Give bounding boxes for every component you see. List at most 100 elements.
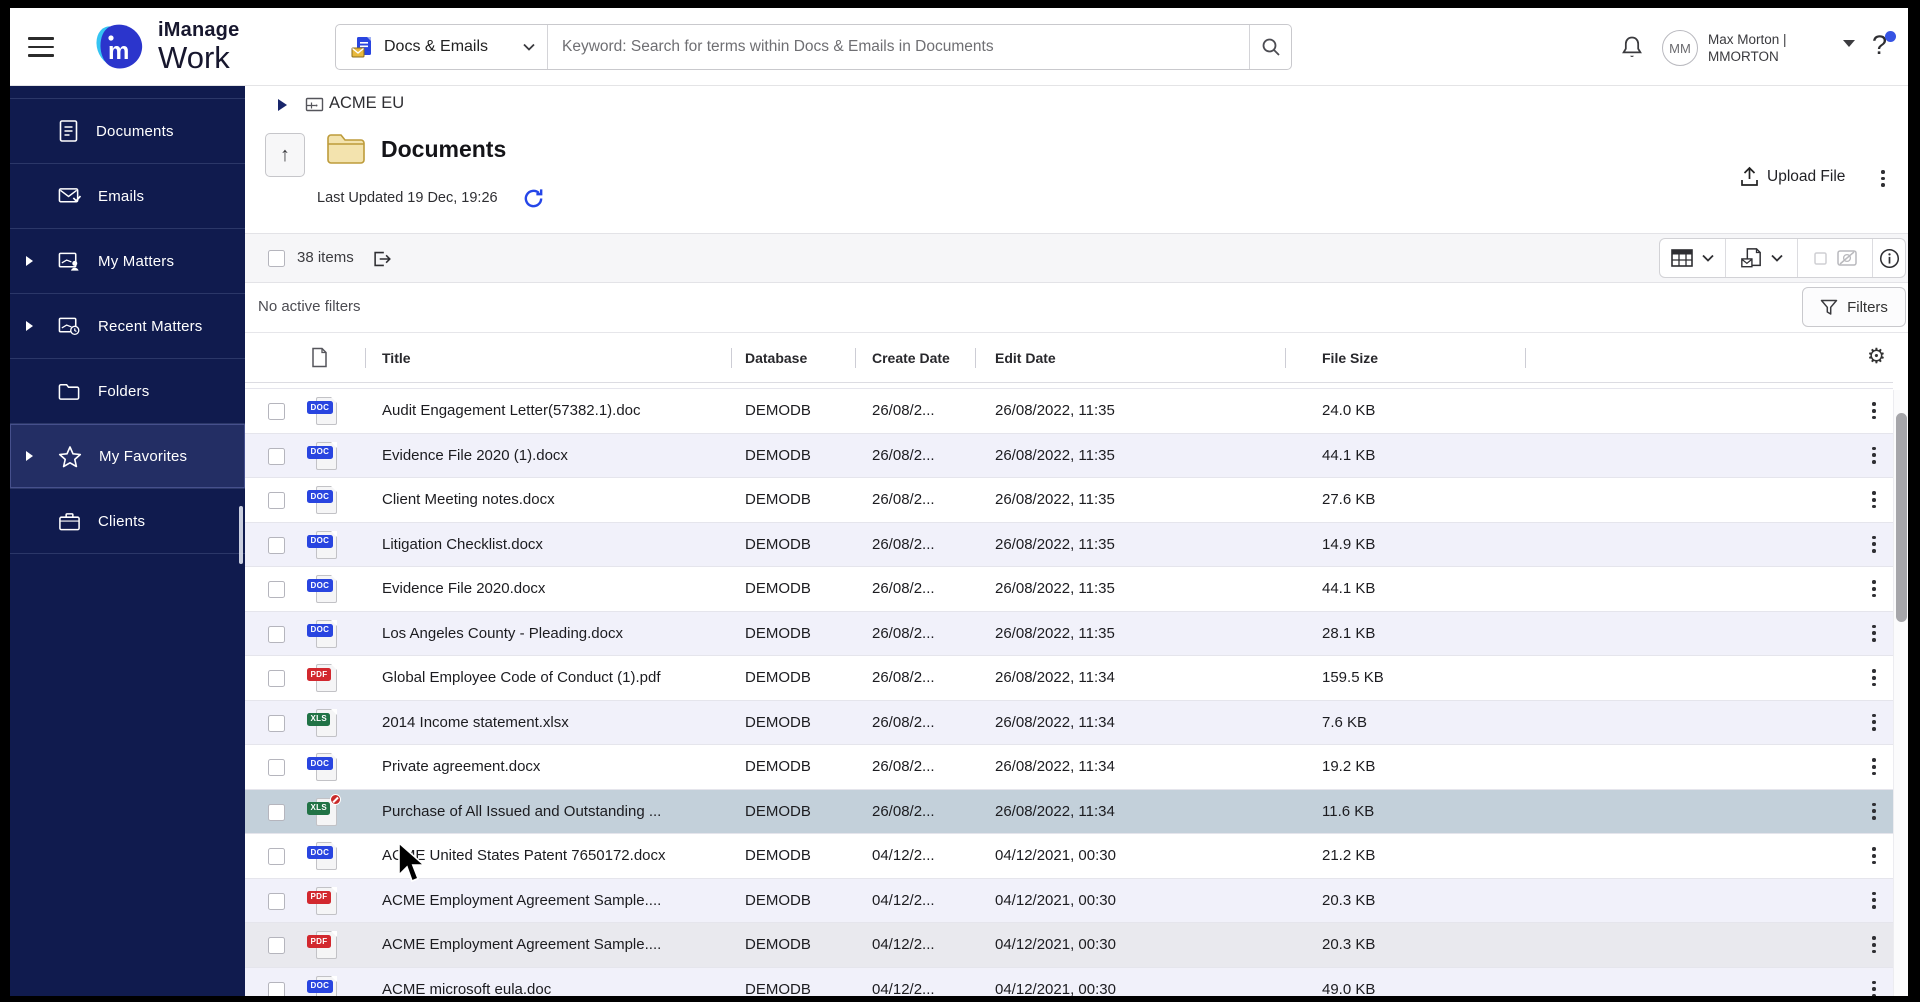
row-title[interactable]: ACME Employment Agreement Sample.... bbox=[382, 936, 662, 954]
row-checkbox[interactable] bbox=[268, 536, 285, 554]
row-checkbox[interactable] bbox=[268, 714, 285, 732]
table-row[interactable]: DOC Audit Engagement Letter(57382.1).doc… bbox=[245, 388, 1893, 433]
table-row[interactable]: DOC Client Meeting notes.docx DEMODB 26/… bbox=[245, 477, 1893, 522]
row-menu-kebab[interactable] bbox=[1863, 656, 1885, 700]
row-menu-kebab[interactable] bbox=[1863, 434, 1885, 478]
row-menu-kebab[interactable] bbox=[1863, 567, 1885, 611]
table-view-button[interactable] bbox=[1660, 239, 1726, 277]
expand-arrow-icon[interactable] bbox=[26, 256, 33, 266]
table-row[interactable]: DOC Private agreement.docx DEMODB 26/08/… bbox=[245, 744, 1893, 789]
sidebar-item-clients[interactable]: Clients bbox=[10, 489, 245, 554]
table-row[interactable]: DOC ACME United States Patent 7650172.do… bbox=[245, 833, 1893, 878]
table-row[interactable]: DOC Evidence File 2020.docx DEMODB 26/08… bbox=[245, 566, 1893, 611]
expand-arrow-icon[interactable] bbox=[26, 451, 33, 461]
expand-arrow-icon[interactable] bbox=[26, 321, 33, 331]
row-menu-kebab[interactable] bbox=[1863, 612, 1885, 656]
row-menu-kebab[interactable] bbox=[1863, 523, 1885, 567]
sidebar-item-recent-matters[interactable]: Recent Matters bbox=[10, 294, 245, 359]
row-checkbox[interactable] bbox=[268, 759, 285, 776]
refresh-icon[interactable] bbox=[522, 187, 545, 210]
sidebar-item-label: My Matters bbox=[98, 252, 175, 270]
search-input[interactable] bbox=[548, 25, 1249, 69]
sidebar-item-documents[interactable]: Documents bbox=[10, 99, 245, 164]
sidebar-item-my-favorites[interactable]: My Favorites bbox=[10, 424, 245, 489]
sidebar-item-emails[interactable]: Emails bbox=[10, 164, 245, 229]
row-title[interactable]: Purchase of All Issued and Outstanding .… bbox=[382, 802, 662, 820]
row-menu-kebab[interactable] bbox=[1863, 879, 1885, 923]
row-title[interactable]: ACME United States Patent 7650172.docx bbox=[382, 847, 666, 865]
upload-file-button[interactable]: Upload File bbox=[1740, 166, 1845, 187]
table-row[interactable]: XLS Purchase of All Issued and Outstandi… bbox=[245, 788, 1893, 834]
row-checkbox[interactable] bbox=[268, 447, 285, 465]
row-checkbox[interactable] bbox=[268, 981, 285, 996]
export-icon[interactable] bbox=[371, 248, 393, 270]
table-row[interactable]: DOC ACME microsoft eula.doc DEMODB 04/12… bbox=[245, 966, 1893, 996]
table-row[interactable]: XLS 2014 Income statement.xlsx DEMODB 26… bbox=[245, 699, 1893, 745]
table-row[interactable]: PDF ACME Employment Agreement Sample....… bbox=[245, 922, 1893, 967]
row-checkbox[interactable] bbox=[268, 581, 285, 598]
breadcrumb-expand-icon[interactable] bbox=[278, 99, 287, 111]
notifications-bell-icon[interactable] bbox=[1618, 34, 1646, 67]
column-header-database[interactable]: Database bbox=[745, 349, 808, 366]
table-row[interactable]: PDF Global Employee Code of Conduct (1).… bbox=[245, 655, 1893, 700]
row-checkbox[interactable] bbox=[268, 670, 285, 687]
row-checkbox[interactable] bbox=[268, 848, 285, 865]
sidebar-item-my-matters[interactable]: My Matters bbox=[10, 229, 245, 294]
search-button[interactable] bbox=[1249, 25, 1291, 69]
user-avatar[interactable]: MM bbox=[1662, 30, 1698, 66]
help-icon[interactable]: ? bbox=[1872, 30, 1897, 61]
row-menu-kebab[interactable] bbox=[1863, 478, 1885, 522]
row-title[interactable]: Evidence File 2020.docx bbox=[382, 580, 546, 598]
vertical-scrollbar[interactable] bbox=[1893, 390, 1908, 996]
info-button[interactable] bbox=[1873, 239, 1905, 277]
row-database: DEMODB bbox=[745, 758, 811, 776]
column-header-title[interactable]: Title bbox=[382, 349, 411, 366]
row-title[interactable]: Evidence File 2020 (1).docx bbox=[382, 446, 568, 464]
column-settings-gear-icon[interactable]: ⚙ bbox=[1867, 345, 1886, 368]
row-menu-kebab[interactable] bbox=[1863, 834, 1885, 878]
row-menu-kebab[interactable] bbox=[1863, 968, 1885, 996]
row-menu-kebab[interactable] bbox=[1863, 923, 1885, 967]
row-checkbox[interactable] bbox=[268, 403, 285, 420]
sidebar-scrollbar-thumb[interactable] bbox=[239, 506, 243, 564]
scrollbar-thumb[interactable] bbox=[1896, 413, 1907, 622]
search-scope-dropdown[interactable]: Docs & Emails bbox=[336, 25, 548, 69]
doc-email-view-button[interactable] bbox=[1726, 239, 1798, 277]
row-menu-kebab[interactable] bbox=[1863, 701, 1885, 745]
column-header-file-size[interactable]: File Size bbox=[1322, 349, 1379, 366]
filters-button[interactable]: Filters bbox=[1802, 287, 1906, 327]
row-checkbox[interactable] bbox=[268, 937, 285, 954]
select-all-checkbox[interactable] bbox=[268, 250, 285, 267]
row-create-date: 04/12/2... bbox=[872, 936, 935, 954]
row-title[interactable]: ACME Employment Agreement Sample.... bbox=[382, 891, 662, 909]
row-checkbox[interactable] bbox=[268, 892, 285, 910]
table-row[interactable]: DOC Evidence File 2020 (1).docx DEMODB 2… bbox=[245, 432, 1893, 478]
navigate-up-button[interactable]: ↑ bbox=[265, 133, 305, 177]
row-title[interactable]: Client Meeting notes.docx bbox=[382, 491, 555, 509]
folder-title-icon bbox=[327, 134, 365, 164]
row-title[interactable]: Global Employee Code of Conduct (1).pdf bbox=[382, 669, 661, 687]
row-checkbox[interactable] bbox=[268, 625, 285, 643]
breadcrumb[interactable]: ACME EU bbox=[329, 94, 405, 112]
row-title[interactable]: 2014 Income statement.xlsx bbox=[382, 713, 569, 731]
column-header-edit-date[interactable]: Edit Date bbox=[995, 349, 1056, 366]
column-header-create-date[interactable]: Create Date bbox=[872, 349, 950, 366]
row-checkbox[interactable] bbox=[268, 492, 285, 509]
row-edit-date: 26/08/2022, 11:35 bbox=[995, 491, 1115, 509]
row-title[interactable]: Private agreement.docx bbox=[382, 758, 541, 776]
row-title[interactable]: Litigation Checklist.docx bbox=[382, 535, 543, 553]
row-menu-kebab[interactable] bbox=[1863, 790, 1885, 834]
row-title[interactable]: Los Angeles County - Pleading.docx bbox=[382, 624, 623, 642]
row-menu-kebab[interactable] bbox=[1863, 745, 1885, 789]
row-checkbox[interactable] bbox=[268, 803, 285, 821]
table-row[interactable]: PDF ACME Employment Agreement Sample....… bbox=[245, 877, 1893, 923]
row-menu-kebab[interactable] bbox=[1863, 389, 1885, 433]
user-menu-caret-icon[interactable] bbox=[1843, 40, 1855, 47]
row-title[interactable]: Audit Engagement Letter(57382.1).doc bbox=[382, 402, 641, 420]
sidebar-item-folders[interactable]: Folders bbox=[10, 359, 245, 424]
row-title[interactable]: ACME microsoft eula.doc bbox=[382, 980, 552, 996]
table-row[interactable]: DOC Litigation Checklist.docx DEMODB 26/… bbox=[245, 521, 1893, 567]
table-row[interactable]: DOC Los Angeles County - Pleading.docx D… bbox=[245, 610, 1893, 656]
hamburger-menu-icon[interactable] bbox=[28, 32, 58, 62]
page-menu-kebab[interactable] bbox=[1881, 170, 1885, 187]
